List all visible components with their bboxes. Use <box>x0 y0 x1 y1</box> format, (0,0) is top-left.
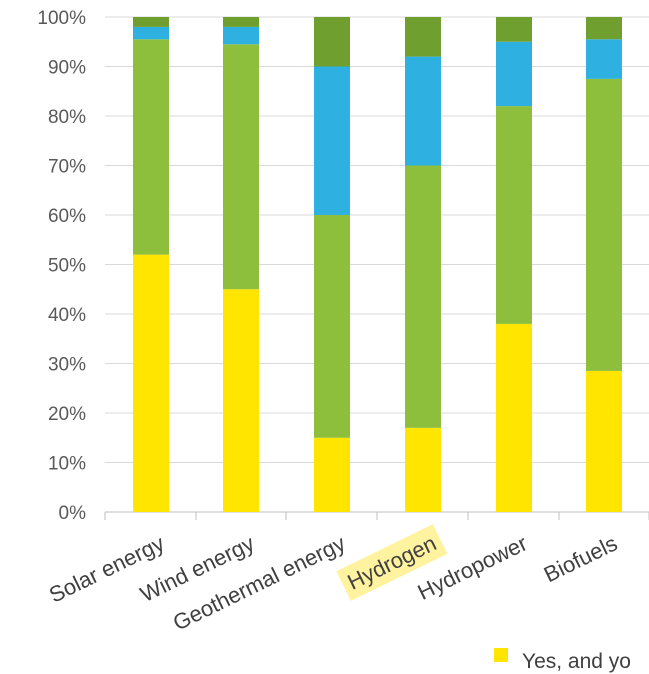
bar-segment <box>586 78 622 371</box>
bar-segment <box>314 17 350 67</box>
bar-segment <box>133 254 169 512</box>
bar-segment <box>586 17 622 40</box>
y-tick-label: 40% <box>48 305 86 326</box>
bar-segment <box>133 26 169 40</box>
grid-lines <box>105 16 649 513</box>
bar-segment <box>223 44 259 290</box>
y-tick-label: 70% <box>48 157 86 178</box>
category-label-group: Biofuels <box>540 530 621 587</box>
bar-segment <box>496 17 532 42</box>
x-axis <box>104 512 649 520</box>
bar-segment <box>405 427 441 512</box>
bar-segment <box>314 66 350 215</box>
y-tick-label: 60% <box>48 206 86 227</box>
y-tick-label: 90% <box>48 58 86 79</box>
bar-segment <box>314 437 350 512</box>
bar-segment <box>133 39 169 255</box>
bar-segment <box>496 106 532 324</box>
bar-segment <box>496 323 532 512</box>
legend-swatch <box>494 648 508 662</box>
bar-segment <box>496 41 532 107</box>
bar-segment <box>405 17 441 57</box>
y-tick-label: 80% <box>48 107 86 128</box>
y-tick-label: 10% <box>48 454 86 475</box>
legend: Yes, and yo <box>494 648 631 673</box>
y-axis-tick-labels: 0% 10% 20% 30% 40% 50% 60% 70% 80% 90% 100% <box>37 8 86 524</box>
y-tick-label: 100% <box>37 8 86 29</box>
y-tick-label: 50% <box>48 256 86 277</box>
bar-segment <box>405 56 441 166</box>
bar-segment <box>223 26 259 45</box>
bar-segment <box>133 17 169 27</box>
bar-segment <box>586 370 622 512</box>
bar-segment <box>586 39 622 79</box>
y-tick-label: 0% <box>59 503 87 524</box>
bars <box>133 17 622 512</box>
y-tick-label: 30% <box>48 355 86 376</box>
bar-segment <box>223 17 259 27</box>
bar-segment <box>314 215 350 438</box>
category-label: Biofuels <box>540 530 621 587</box>
legend-label: Yes, and yo <box>522 650 631 673</box>
y-tick-label: 20% <box>48 404 86 425</box>
bar-segment <box>405 165 441 428</box>
category-highlight <box>336 524 448 601</box>
bar-segment <box>223 289 259 512</box>
